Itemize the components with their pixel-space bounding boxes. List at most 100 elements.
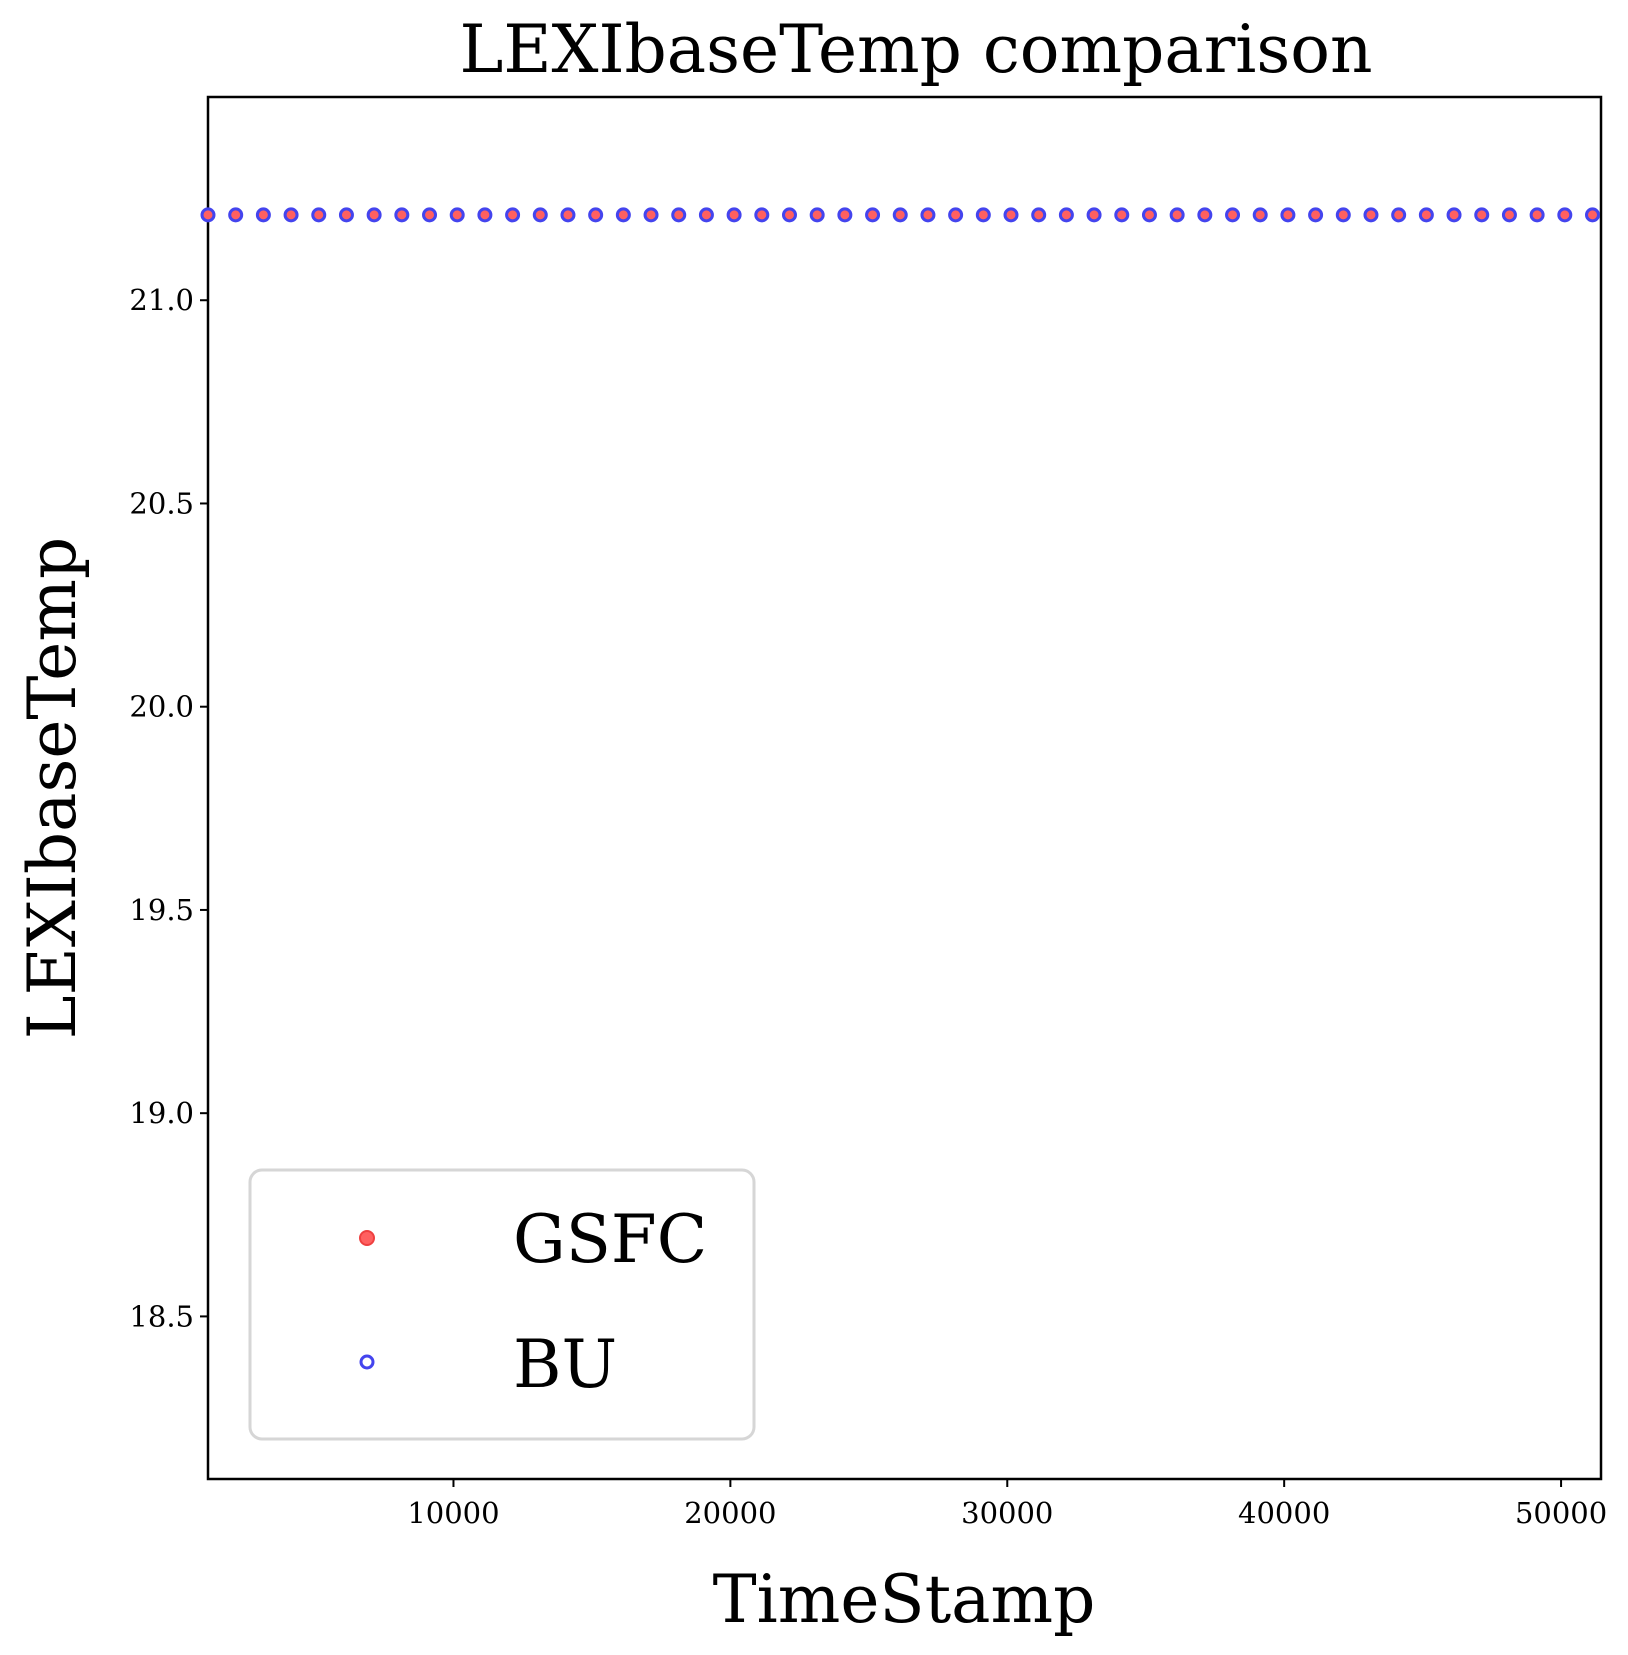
gsfc-point [1476,209,1487,220]
bu-point [228,207,244,223]
y-tick-label: 20.0 [129,690,194,724]
gsfc-point [1033,209,1044,220]
gsfc-point [1532,209,1543,220]
bu-point [338,207,354,223]
plot-area [206,95,1603,1481]
gsfc-point [1559,209,1570,220]
gsfc-point [1421,209,1432,220]
bu-point [698,207,714,223]
chart-title: LEXIbaseTemp comparison [459,11,1372,88]
gsfc-point [1227,209,1238,220]
y-tick-label: 21.0 [129,283,194,317]
bu-point [643,207,659,223]
bu-point [560,207,576,223]
y-tick-label: 20.5 [129,486,194,520]
bu-point [200,207,216,223]
bu-point [1363,207,1379,223]
x-axis-ticks: 10000 20000 30000 40000 50000 [407,1479,1607,1530]
gsfc-point [756,209,767,220]
x-tick-label: 20000 [684,1496,776,1530]
gsfc-point [673,209,684,220]
bu-point [255,207,271,223]
bu-point [781,207,797,223]
legend-marker-gsfc [359,1230,375,1246]
gsfc-point [1365,209,1376,220]
bu-point [1169,207,1185,223]
gsfc-point [230,209,241,220]
gsfc-point [203,209,213,220]
gsfc-point [1061,209,1072,220]
gsfc-point [1393,209,1404,220]
bu-point [1418,207,1434,223]
gsfc-point [1587,209,1598,220]
gsfc-point [1338,209,1349,220]
gsfc-point [950,209,961,220]
gsfc-point [1310,209,1321,220]
gsfc-point [1199,209,1210,220]
legend-marker-bu [359,1354,375,1370]
gsfc-point [479,209,490,220]
gsfc-point [424,209,435,220]
bu-point [1474,207,1490,223]
x-tick-label: 30000 [961,1496,1053,1530]
bu-point [588,207,604,223]
gsfc-point [978,209,989,220]
bu-point [449,207,465,223]
y-tick-label: 18.5 [129,1299,194,1333]
gsfc-point [839,209,850,220]
bu-point [1335,207,1351,223]
bu-point [366,207,382,223]
bu-point [1557,207,1573,223]
gsfc-point [562,209,573,220]
data-points [200,207,1600,223]
gsfc-point [701,209,712,220]
gsfc-point [1089,209,1100,220]
bu-point [726,207,742,223]
gsfc-point [922,209,933,220]
bu-point [477,207,493,223]
bu-point [1391,207,1407,223]
gsfc-point [341,209,352,220]
bu-point [809,207,825,223]
bu-point [1058,207,1074,223]
gsfc-point [812,209,823,220]
x-tick-label: 40000 [1238,1496,1330,1530]
gsfc-point [286,209,297,220]
y-axis-label: LEXIbaseTemp [14,537,91,1039]
legend: GSFC BU [248,1168,756,1441]
bu-point [532,207,548,223]
gsfc-point [313,209,324,220]
bu-point [1031,207,1047,223]
gsfc-point [507,209,518,220]
gsfc-point [396,209,407,220]
bu-point [1225,207,1241,223]
bu-point [1197,207,1213,223]
bu-point [865,207,881,223]
x-axis-label: TimeStamp [713,1561,1096,1638]
gsfc-point [895,209,906,220]
bu-point [671,207,687,223]
bu-point [1141,207,1157,223]
gsfc-point [1282,209,1293,220]
gsfc-point [1449,209,1460,220]
bu-point [394,207,410,223]
bu-point [1280,207,1296,223]
gsfc-point [1172,209,1183,220]
bu-point [283,207,299,223]
bu-point [837,207,853,223]
bu-point [1252,207,1268,223]
bu-point [1114,207,1130,223]
gsfc-point [1504,209,1515,220]
bu-point [615,207,631,223]
bu-point [1308,207,1324,223]
bu-point [1529,207,1545,223]
bu-point [1501,207,1517,223]
gsfc-point [452,209,463,220]
y-axis-ticks: 18.5 19.0 19.5 20.0 20.5 21.0 [129,283,208,1333]
legend-box [248,1168,756,1441]
bu-point [975,207,991,223]
bu-point [948,207,964,223]
x-tick-label: 10000 [407,1496,499,1530]
bu-point [920,207,936,223]
